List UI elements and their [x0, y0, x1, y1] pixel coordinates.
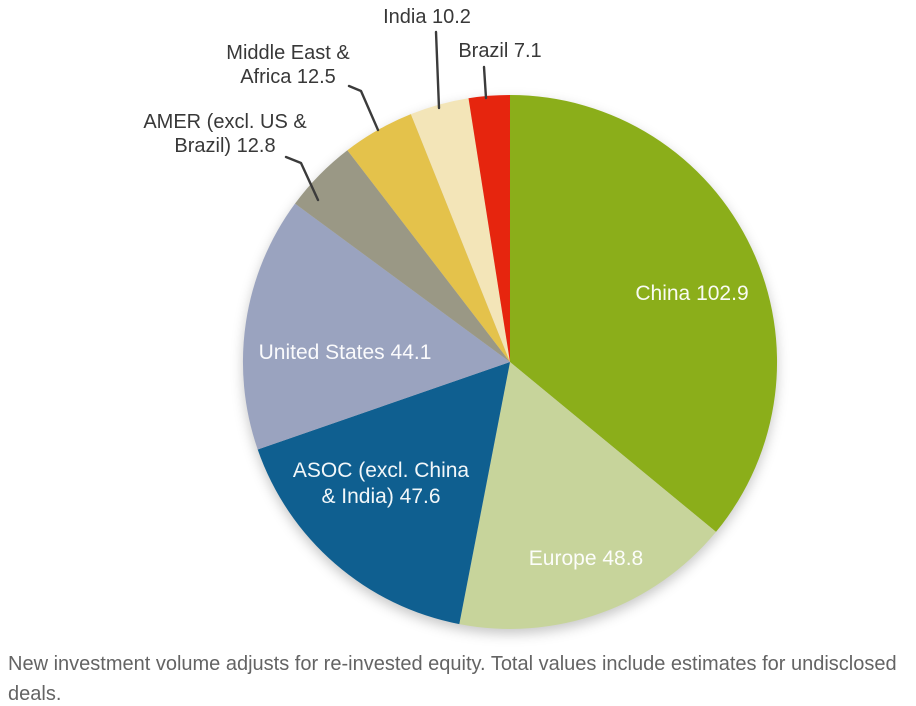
label-line: Africa 12.5 [240, 65, 336, 88]
pie-slice-europe [459, 362, 716, 629]
pie-slice-china [510, 94, 778, 532]
leader-line-india [434, 30, 441, 110]
label-line: Brazil) 12.8 [174, 134, 276, 157]
label-line: United States 44.1 [258, 341, 432, 364]
label-china: China 102.9 [635, 281, 748, 307]
label-asoc: ASOC (excl. China & India) 47.6 [293, 458, 469, 510]
label-line: China 102.9 [635, 282, 749, 305]
pie-slice-amer-excl-us-brazil [295, 150, 510, 362]
leader-lines [284, 30, 488, 202]
leader-line-amer [284, 155, 320, 202]
pie-slice-united-states [242, 203, 510, 450]
label-line: & India) 47.6 [321, 485, 441, 508]
pie-slice-middle-east-africa [347, 114, 510, 362]
label-brazil: Brazil 7.1 [458, 40, 541, 64]
leader-line-middle-east-africa [347, 84, 380, 132]
label-india: India 10.2 [383, 6, 471, 30]
label-line: India 10.2 [383, 6, 471, 28]
label-line: Brazil 7.1 [458, 40, 542, 62]
pie-slices [242, 94, 778, 629]
pie-slice-brazil [468, 94, 510, 362]
label-middle-east-africa: Middle East & Africa 12.5 [226, 42, 349, 89]
label-line: Middle East & [226, 42, 350, 64]
pie-slice-india [410, 98, 510, 362]
leader-line-brazil [482, 65, 488, 100]
footnote-text: New investment volume adjusts for re-inv… [8, 653, 897, 705]
label-europe: Europe 48.8 [529, 546, 643, 572]
label-line: ASOC (excl. China [292, 459, 470, 482]
pie-slice-asoc-excl-china-india [257, 362, 510, 625]
label-united-states: United States 44.1 [259, 340, 432, 366]
label-line: AMER (excl. US & [143, 111, 307, 133]
label-line: Europe 48.8 [528, 547, 644, 570]
label-amer: AMER (excl. US & Brazil) 12.8 [143, 111, 306, 158]
